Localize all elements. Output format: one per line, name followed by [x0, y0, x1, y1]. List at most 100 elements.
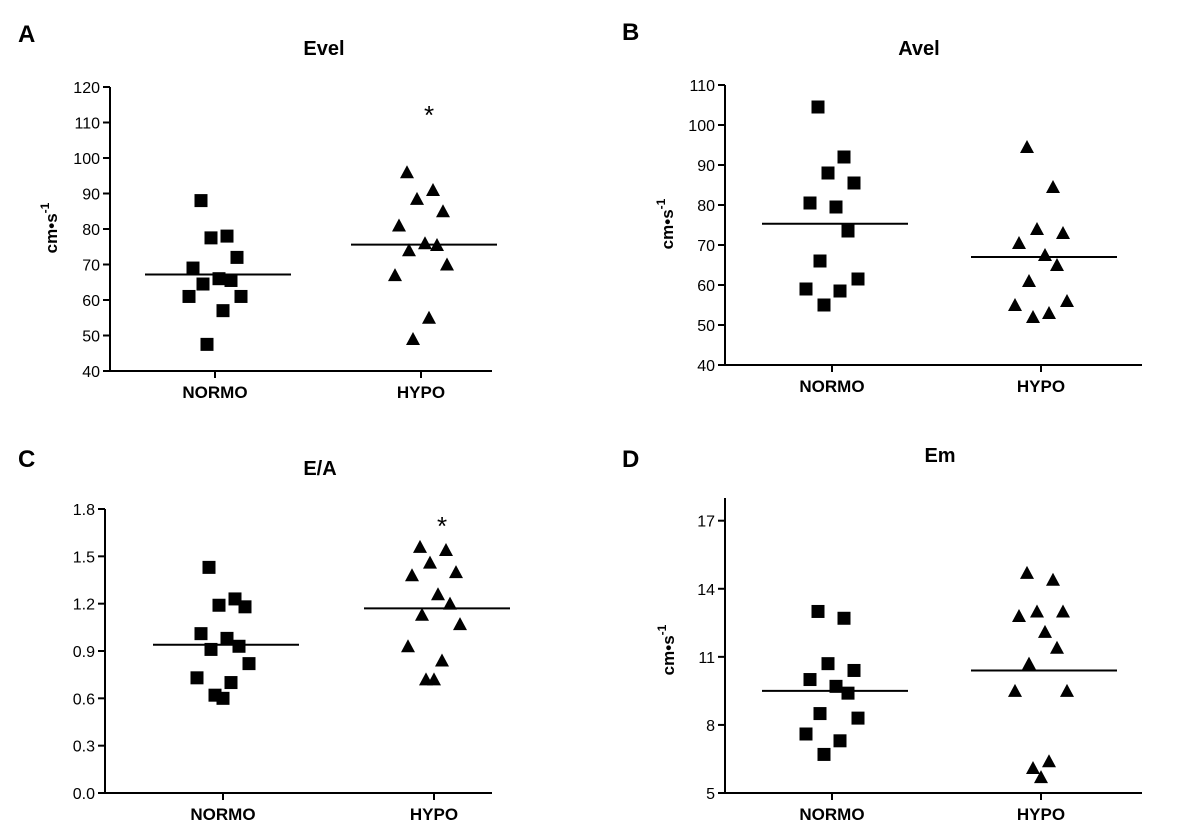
y-tick-label: 100	[73, 151, 100, 168]
y-axis-label: cm•s-1	[38, 202, 61, 253]
significance-marker: *	[424, 100, 434, 130]
y-tick-label: 8	[706, 718, 715, 735]
y-tick-label: 120	[73, 80, 100, 97]
data-point-normo	[817, 298, 831, 312]
data-point-normo	[829, 200, 843, 214]
data-point-normo	[817, 747, 831, 761]
x-category-label: NORMO	[190, 805, 255, 824]
data-point-hypo	[422, 310, 436, 324]
y-tick-label: 90	[82, 187, 100, 204]
y-axis-label: cm•s-1	[654, 198, 677, 249]
data-point-hypo	[413, 539, 427, 553]
y-tick-label: 90	[697, 158, 715, 175]
data-point-normo	[242, 657, 256, 671]
y-axis-label: cm•s-1	[655, 624, 678, 675]
data-point-normo	[212, 598, 226, 612]
data-point-hypo	[453, 617, 467, 631]
data-point-hypo	[431, 587, 445, 601]
data-point-hypo	[1046, 180, 1060, 193]
data-point-hypo	[1042, 754, 1056, 768]
data-point-hypo	[1042, 306, 1056, 319]
y-tick-label: 1.8	[73, 502, 95, 519]
y-tick-label: 80	[697, 198, 715, 215]
panel-d: D Em 5 8 11 14 17 NORMO HYPO cm•s-1	[622, 445, 1142, 824]
data-point-hypo	[400, 165, 414, 179]
data-point-normo	[228, 592, 242, 606]
data-point-hypo	[418, 236, 432, 250]
data-point-normo	[847, 663, 861, 677]
data-point-hypo	[435, 653, 449, 667]
data-point-normo	[799, 727, 813, 741]
y-tick-label: 50	[697, 318, 715, 335]
y-tick-label: 17	[697, 514, 715, 531]
data-point-normo	[194, 194, 208, 208]
y-tick-label: 80	[82, 222, 100, 239]
data-point-hypo	[1008, 683, 1022, 697]
data-point-normo	[813, 254, 827, 268]
data-point-normo	[186, 261, 200, 275]
data-point-hypo	[1030, 222, 1044, 235]
x-category-label: NORMO	[799, 377, 864, 396]
data-point-normo	[194, 627, 208, 641]
data-point-normo	[220, 631, 234, 645]
y-tick-label: 0.0	[73, 786, 95, 803]
y-tick-label: 70	[82, 258, 100, 275]
x-category-label: HYPO	[1017, 805, 1065, 824]
data-point-normo	[811, 100, 825, 114]
y-tick-label: 60	[697, 278, 715, 295]
data-point-hypo	[1030, 604, 1044, 618]
data-point-normo	[851, 711, 865, 725]
data-point-normo	[803, 196, 817, 210]
y-tick-label: 40	[82, 364, 100, 381]
y-tick-label: 0.9	[73, 644, 95, 661]
y-tick-label: 14	[697, 582, 715, 599]
data-point-normo	[803, 673, 817, 687]
data-point-hypo	[1050, 258, 1064, 271]
y-tick-label: 5	[706, 786, 715, 803]
y-tick-label: 1.5	[73, 549, 95, 566]
y-tick-label: 11	[698, 650, 715, 667]
panel-letter: D	[622, 446, 639, 473]
y-tick-label: 0.6	[73, 691, 95, 708]
x-category-label: HYPO	[397, 383, 445, 402]
data-point-normo	[799, 282, 813, 296]
x-category-label: HYPO	[1017, 377, 1065, 396]
y-tick-label: 40	[697, 358, 715, 375]
chart-title: Evel	[303, 38, 344, 60]
data-point-hypo	[1020, 140, 1034, 153]
data-point-hypo	[423, 555, 437, 569]
data-point-normo	[200, 337, 214, 351]
data-point-hypo	[1012, 609, 1026, 622]
data-point-normo	[837, 611, 851, 625]
data-point-normo	[190, 671, 204, 685]
y-tick-label: 110	[689, 78, 715, 95]
data-point-hypo	[449, 565, 463, 579]
data-point-hypo	[392, 218, 406, 232]
data-point-hypo	[1022, 274, 1036, 287]
data-point-normo	[813, 707, 827, 721]
data-point-normo	[847, 176, 861, 190]
data-point-hypo	[1038, 624, 1052, 638]
data-point-normo	[204, 642, 218, 656]
data-point-hypo	[439, 543, 453, 557]
data-point-normo	[811, 604, 825, 618]
data-point-normo	[234, 289, 248, 303]
y-tick-label: 0.3	[73, 739, 95, 756]
data-point-normo	[212, 272, 226, 286]
y-tick-label: 60	[82, 293, 100, 310]
data-point-normo	[833, 284, 847, 298]
panel-b: B Avel 40 50 60 70 80 90 100 110 NORMO HYPO cm•s-1	[622, 19, 1142, 396]
data-point-hypo	[415, 607, 429, 621]
data-point-normo	[202, 560, 216, 574]
data-point-hypo	[436, 204, 450, 218]
chart-title: E/A	[303, 458, 336, 480]
panel-letter: A	[18, 21, 35, 48]
chart-title: Avel	[898, 38, 940, 60]
x-category-label: NORMO	[799, 805, 864, 824]
data-point-hypo	[1026, 310, 1040, 323]
data-point-hypo	[427, 672, 441, 686]
data-point-hypo	[1038, 248, 1052, 261]
y-tick-label: 100	[688, 118, 715, 135]
data-point-normo	[232, 639, 246, 653]
